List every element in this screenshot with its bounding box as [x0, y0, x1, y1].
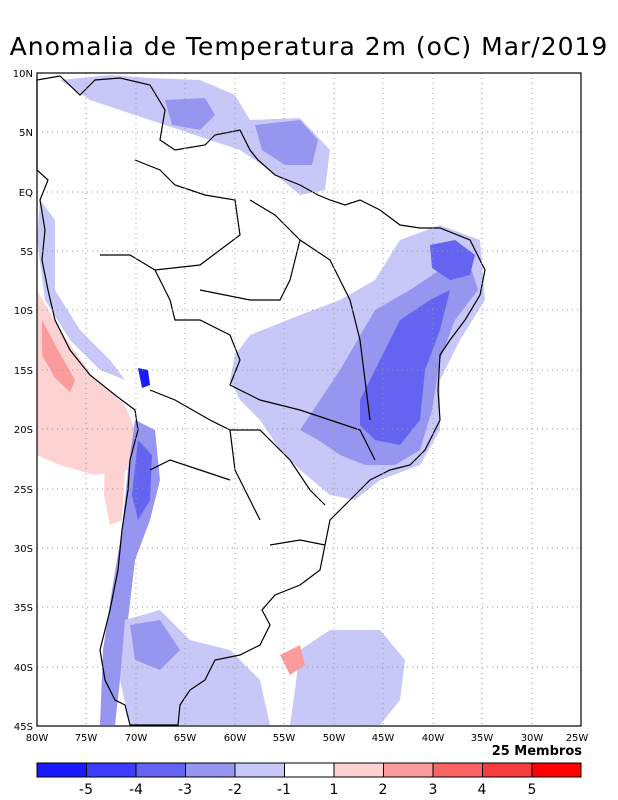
warm-spot-atlantic: [280, 645, 305, 675]
colorbar-label: -1: [277, 782, 291, 798]
lat-lon-grid: [37, 73, 581, 726]
colorbar-swatch: [383, 762, 434, 778]
cool-strong-northeast: [430, 240, 475, 280]
lat-tick: 5S: [20, 247, 33, 258]
lat-tick: EQ: [19, 188, 33, 199]
lat-tick-labels: 10N 5N EQ 5S 10S 15S 20S 25S 30S 35S 40S…: [13, 69, 33, 733]
lat-tick: 30S: [14, 544, 33, 555]
continent-outline: [36, 75, 486, 726]
warm-region-pacific: [37, 290, 135, 475]
cool-strong-east-brazil: [360, 290, 450, 445]
lat-tick: 20S: [14, 425, 33, 436]
colorbar-label: -4: [129, 782, 143, 798]
lon-tick: 70W: [125, 733, 148, 744]
colorbar-swatch: [86, 762, 137, 778]
lat-tick: 45S: [14, 722, 33, 733]
cool-strong-andes: [132, 440, 152, 520]
lon-tick: 65W: [174, 733, 197, 744]
colorbar-label: 3: [429, 782, 438, 798]
lon-tick: 45W: [372, 733, 395, 744]
lon-tick-labels: 80W 75W 70W 65W 60W 55W 50W 45W 40W 35W …: [26, 733, 589, 744]
lat-tick: 10S: [14, 306, 33, 317]
lon-tick: 55W: [273, 733, 296, 744]
cool-region-ecuador-coast: [37, 200, 125, 380]
cool-mid-venezuela: [165, 98, 215, 130]
colorbar-label: 1: [330, 782, 339, 798]
map-frame: [36, 72, 582, 727]
colorbar-swatch: [185, 762, 236, 778]
colorbar-label: 4: [478, 782, 487, 798]
lon-tick: 30W: [521, 733, 544, 744]
warm-core-pacific: [42, 320, 75, 392]
lat-tick: 25S: [14, 485, 33, 496]
colorbar-label: -5: [79, 782, 93, 798]
lat-tick: 35S: [14, 603, 33, 614]
map-title: Anomalia de Temperatura 2m (oC) Mar/2019: [9, 32, 609, 61]
lon-tick: 60W: [224, 733, 247, 744]
colorbar-swatch: [333, 762, 384, 778]
lat-tick: 15S: [14, 366, 33, 377]
lon-tick: 25W: [566, 733, 589, 744]
colorbar-label: 2: [379, 782, 388, 798]
colorbar-swatch: [284, 762, 335, 778]
cool-region-north: [60, 75, 330, 195]
colorbar: -5 -4 -3 -2 -1 1 2 3 4 5: [36, 762, 582, 798]
cool-core-titicaca: [138, 368, 150, 388]
colorbar-swatch: [432, 762, 483, 778]
lon-tick: 35W: [471, 733, 494, 744]
coastline: [36, 75, 486, 726]
cool-mid-patagonia: [130, 620, 180, 670]
cool-mid-guianas: [255, 120, 318, 165]
colorbar-label: -3: [178, 782, 192, 798]
lat-tick: 10N: [13, 69, 33, 80]
colorbar-label: 5: [528, 782, 537, 798]
border-lines: [100, 159, 376, 546]
lon-tick: 40W: [422, 733, 445, 744]
warm-region-chile: [104, 460, 125, 525]
anomaly-shading: [37, 75, 485, 725]
colorbar-swatch: [234, 762, 285, 778]
cool-region-atlantic: [290, 630, 405, 725]
lon-tick: 75W: [75, 733, 98, 744]
colorbar-swatch: [482, 762, 533, 778]
colorbar-swatch: [531, 762, 582, 778]
colorbar-swatch: [135, 762, 186, 778]
lon-tick: 80W: [26, 733, 49, 744]
colorbar-swatch: [36, 762, 87, 778]
lat-tick: 5N: [19, 128, 33, 139]
lon-tick: 50W: [323, 733, 346, 744]
lat-tick: 40S: [14, 663, 33, 674]
colorbar-label: -2: [228, 782, 242, 798]
members-label: 25 Membros: [491, 744, 582, 759]
